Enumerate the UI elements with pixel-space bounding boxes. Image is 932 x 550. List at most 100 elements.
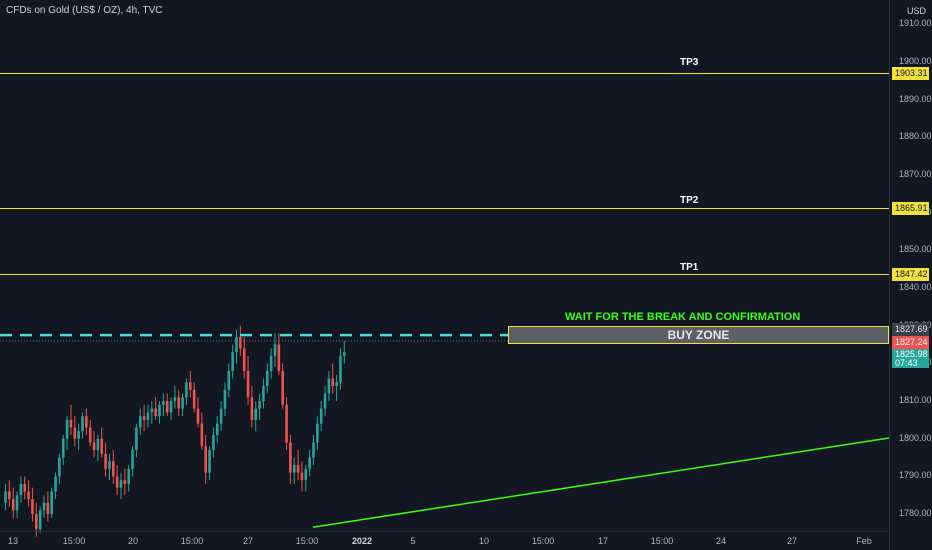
- time-tick-label: 2022: [351, 536, 373, 546]
- candle-body: [31, 498, 34, 515]
- candle-body: [208, 450, 211, 473]
- candle-body: [335, 382, 338, 387]
- candle-body: [169, 401, 173, 413]
- price-tick-label: 1910.00: [899, 18, 932, 29]
- candle-body: [135, 427, 138, 451]
- tp1-line[interactable]: [0, 274, 889, 275]
- candle-body: [46, 502, 50, 515]
- candle-body: [146, 412, 150, 420]
- time-tick-label: 13: [7, 536, 19, 546]
- candle-body: [104, 453, 107, 469]
- candle-body: [127, 468, 130, 484]
- candle-body: [54, 476, 57, 492]
- time-tick-label: 10: [478, 536, 490, 546]
- time-tick-label: 27: [242, 536, 254, 546]
- candle-body: [11, 498, 15, 511]
- candle-body: [19, 483, 23, 496]
- candle-body: [165, 401, 169, 413]
- symbol-title: CFDs on Gold (US$ / OZ), 4h, TVC: [6, 5, 163, 16]
- price-tick-label: 1840.00: [899, 282, 932, 293]
- time-axis-border: [0, 531, 889, 532]
- candle-body: [254, 408, 258, 420]
- candle-body: [123, 480, 127, 484]
- price-tick-label: 1850.00: [899, 244, 932, 255]
- time-tick-label: 20: [127, 536, 139, 546]
- time-tick-label: 15:00: [650, 536, 674, 546]
- time-tick-label: 27: [786, 536, 798, 546]
- candle-body: [212, 434, 215, 451]
- candle-body: [73, 427, 77, 439]
- tp2-label: TP2: [680, 195, 699, 206]
- candle-body: [162, 401, 165, 405]
- candle-body: [250, 397, 254, 420]
- time-tick-label: 15:00: [180, 536, 204, 546]
- tp3-line[interactable]: [0, 73, 889, 74]
- candle-body: [327, 378, 331, 394]
- bar-countdown: 07:43: [895, 358, 918, 368]
- buy-zone-box[interactable]: BUY ZONE: [508, 326, 889, 344]
- candle-body: [8, 491, 11, 499]
- tp3-label: TP3: [680, 57, 699, 68]
- candle-body: [77, 431, 80, 439]
- price-tick-label: 1800.00: [899, 432, 932, 443]
- candle-body: [112, 461, 115, 477]
- tp2-line[interactable]: [0, 208, 889, 209]
- candle-body: [235, 337, 238, 353]
- candle-body: [262, 386, 265, 402]
- candle-body: [92, 442, 96, 451]
- candle-body: [273, 344, 277, 356]
- candle-body: [296, 465, 300, 473]
- candle-body: [331, 378, 335, 387]
- candle-body: [339, 355, 342, 383]
- candle-body: [215, 423, 219, 435]
- candle-body: [100, 438, 104, 454]
- candle-body: [115, 476, 119, 488]
- current-price-tag: 1827.24: [892, 336, 929, 349]
- wait-annotation: WAIT FOR THE BREAK AND CONFIRMATION: [565, 311, 801, 323]
- candle-body: [154, 408, 157, 417]
- price-axis-border: [889, 0, 890, 550]
- candle-body: [61, 438, 65, 458]
- price-tick-label: 1790.00: [899, 470, 932, 481]
- support-trendline: [312, 437, 890, 528]
- candle-body: [323, 393, 327, 409]
- time-tick-label: 15:00: [531, 536, 555, 546]
- candle-body: [177, 397, 181, 409]
- candle-body: [38, 510, 42, 530]
- time-tick-label: 17: [597, 536, 609, 546]
- candle-body: [58, 457, 61, 477]
- price-tick-label: 1890.00: [899, 93, 932, 104]
- candle-body: [192, 389, 196, 409]
- candle-body: [239, 337, 242, 349]
- candle-body: [142, 416, 146, 420]
- candle-body: [27, 491, 30, 499]
- candle-body: [300, 472, 304, 481]
- price-tick-label: 1880.00: [899, 131, 932, 142]
- candle-body: [4, 491, 7, 503]
- candle-body: [108, 461, 111, 469]
- candle-body: [42, 502, 46, 511]
- price-tick-label: 1900.00: [899, 56, 932, 67]
- last-price-value: 1825.98: [895, 349, 928, 359]
- tp1-price-tag: 1847.42: [892, 268, 929, 281]
- candle-body: [23, 483, 27, 492]
- tp3-price-tag: 1903.31: [892, 67, 929, 80]
- candle-body: [131, 450, 134, 469]
- candle-body: [196, 408, 200, 424]
- candle-body: [138, 416, 142, 428]
- candle-body: [181, 397, 184, 409]
- candle-body: [50, 491, 53, 515]
- candle-body: [81, 416, 84, 432]
- time-tick-label: 15:00: [295, 536, 319, 546]
- candle-body: [227, 370, 231, 390]
- candle-body: [316, 423, 319, 443]
- candle-body: [85, 416, 88, 428]
- price-tick-label: 1870.00: [899, 169, 932, 180]
- candle-body: [189, 382, 192, 390]
- candle-body: [65, 419, 69, 439]
- last-price-tag: 1825.98 07:43: [892, 349, 929, 368]
- candle-body: [292, 465, 296, 473]
- candle-body: [219, 408, 223, 424]
